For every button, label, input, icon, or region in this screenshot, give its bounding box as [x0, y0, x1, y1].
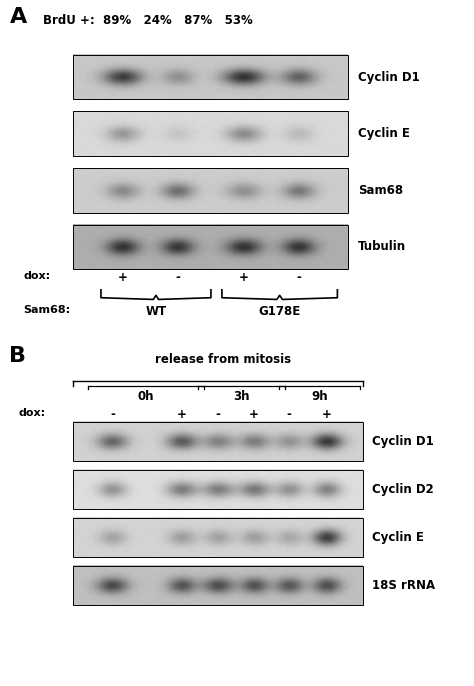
Text: release from mitosis: release from mitosis: [155, 353, 291, 366]
Text: -: -: [296, 271, 301, 284]
Text: -: -: [216, 408, 220, 421]
Text: +: +: [321, 408, 331, 421]
Bar: [73, 470, 363, 509]
Text: Tubulin: Tubulin: [358, 241, 406, 253]
Bar: [73, 224, 348, 269]
Text: +: +: [118, 271, 128, 284]
Text: Cyclin D2: Cyclin D2: [372, 483, 434, 496]
Text: dox:: dox:: [19, 408, 46, 418]
Text: A: A: [9, 7, 27, 27]
Text: 0h: 0h: [137, 390, 154, 403]
Text: Cyclin D1: Cyclin D1: [372, 435, 434, 448]
Text: -: -: [286, 408, 292, 421]
Text: Cyclin E: Cyclin E: [358, 128, 410, 140]
Text: 9h: 9h: [311, 390, 328, 403]
Text: Sam68:: Sam68:: [24, 305, 71, 316]
Bar: [73, 168, 348, 213]
Text: +: +: [177, 408, 187, 421]
Bar: [73, 422, 363, 461]
Text: +: +: [249, 408, 259, 421]
Text: Cyclin D1: Cyclin D1: [358, 71, 419, 84]
Text: Cyclin E: Cyclin E: [372, 531, 424, 544]
Text: 3h: 3h: [233, 390, 249, 403]
Text: WT: WT: [146, 305, 166, 318]
Text: BrdU +:  89%   24%   87%   53%: BrdU +: 89% 24% 87% 53%: [43, 14, 253, 27]
Text: -: -: [110, 408, 115, 421]
Text: Sam68: Sam68: [358, 184, 403, 197]
Text: B: B: [9, 346, 27, 366]
Text: dox:: dox:: [24, 271, 51, 281]
Text: +: +: [239, 271, 249, 284]
Bar: [73, 518, 363, 557]
Bar: [73, 566, 363, 606]
Text: 18S rRNA: 18S rRNA: [372, 579, 435, 592]
Bar: [73, 112, 348, 156]
Text: G178E: G178E: [258, 305, 301, 318]
Text: -: -: [175, 271, 181, 284]
Bar: [73, 55, 348, 99]
